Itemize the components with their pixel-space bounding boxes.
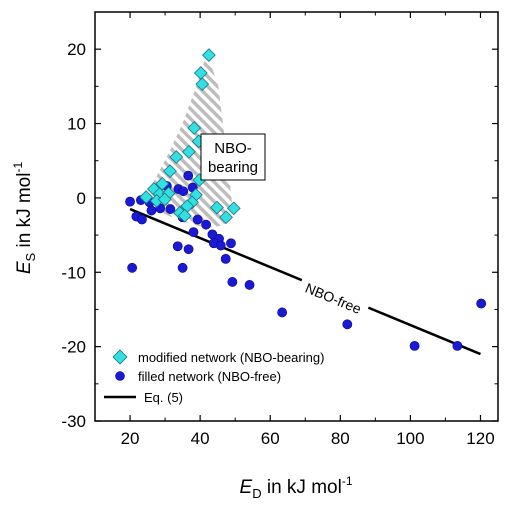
svg-text:ES in kJ mol-1: ES in kJ mol-1 [11, 162, 38, 275]
point-filled-network [137, 214, 147, 225]
point-modified-network [163, 164, 177, 179]
point-filled-network [342, 319, 353, 330]
plot-frame [94, 11, 499, 422]
y-axis-title-rest: in kJ mol [14, 173, 35, 253]
y-axis-title-sup: -1 [11, 162, 25, 173]
legend-label-eq5: Eq. (5) [144, 390, 183, 405]
point-filled-network [183, 244, 194, 255]
point-filled-network [476, 298, 487, 309]
point-modified-network [157, 192, 172, 207]
x-axis-title-sub: D [252, 486, 261, 501]
legend-label-modified: modified network (NBO-bearing) [138, 350, 324, 365]
legend-marker-circle [115, 371, 125, 381]
legend-label-filled: filled network (NBO-free) [138, 369, 281, 384]
point-filled-network [177, 262, 188, 273]
point-modified-network [219, 210, 233, 225]
point-filled-network [201, 219, 211, 230]
x-tick-label: 20 [121, 429, 140, 448]
x-axis-title: ED in kJ mol-1 [240, 474, 353, 501]
point-filled-network [226, 238, 236, 249]
legend: modified network (NBO-bearing) filled ne… [104, 349, 324, 405]
x-tick-label: 100 [396, 429, 424, 448]
y-tick-label: -10 [61, 263, 86, 282]
point-filled-network [244, 280, 255, 290]
point-filled-network [192, 214, 203, 225]
point-filled-network [215, 240, 226, 251]
x-tick-label: 120 [466, 429, 494, 448]
point-filled-network [172, 241, 183, 252]
point-modified-network [182, 144, 196, 159]
svg-text:ED in kJ mol-1: ED in kJ mol-1 [240, 474, 353, 501]
y-axis-title: ES in kJ mol-1 [11, 162, 38, 275]
x-tick-label: 80 [331, 429, 350, 448]
point-filled-network [165, 204, 176, 214]
x-axis-title-main: E [240, 477, 253, 498]
region-label-line2: bearing [208, 159, 258, 176]
point-filled-network [277, 307, 288, 318]
point-filled-network [452, 340, 463, 351]
point-modified-network [226, 201, 241, 216]
y-axis-title-sub: S [23, 252, 38, 261]
point-filled-network [183, 170, 194, 181]
region-label-line1: NBO- [214, 140, 252, 157]
point-filled-network [227, 277, 238, 287]
point-modified-network [202, 48, 216, 62]
legend-marker-diamond [112, 349, 128, 365]
x-axis-title-rest: in kJ mol [262, 477, 342, 498]
point-filled-network [220, 253, 231, 264]
data-points-layer [125, 48, 487, 351]
nbo-free-annotation-group: NBO-free [296, 274, 371, 321]
point-modified-network [187, 121, 202, 135]
point-filled-network [188, 227, 199, 238]
point-filled-network [127, 262, 138, 273]
y-tick-label: -30 [61, 412, 86, 431]
point-filled-network [409, 340, 420, 351]
point-modified-network [210, 200, 224, 215]
point-modified-network [139, 190, 154, 205]
y-tick-label: 10 [67, 115, 86, 134]
x-tick-label: 40 [191, 429, 210, 448]
x-tick-label: 60 [261, 429, 280, 448]
point-filled-network [178, 186, 189, 197]
y-axis-title-main: E [14, 261, 35, 274]
point-modified-network [169, 150, 184, 164]
region-label-box [200, 133, 266, 181]
y-tick-label: 0 [77, 189, 86, 208]
point-modified-network [195, 77, 210, 91]
point-filled-network [146, 205, 157, 216]
point-modified-network [155, 176, 170, 191]
point-filled-network [125, 196, 135, 207]
axis-ticks: 20 40 60 80 100 120 -30 -20 -10 0 10 20 [61, 11, 498, 448]
x-axis-title-sup: -1 [342, 474, 353, 488]
point-modified-network [177, 208, 192, 223]
y-tick-label: -20 [61, 338, 86, 357]
y-tick-label: 20 [67, 40, 86, 59]
